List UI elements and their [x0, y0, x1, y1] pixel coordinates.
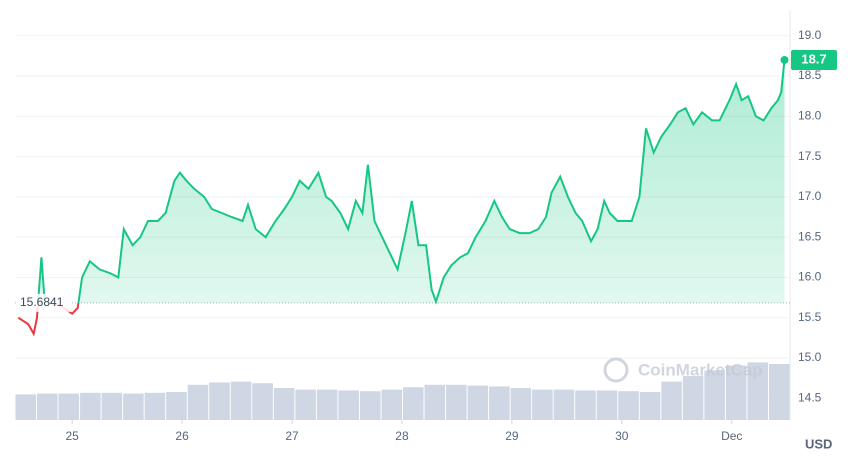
- volume-bar: [575, 390, 596, 420]
- x-tick-label: Dec: [721, 429, 742, 443]
- volume-bar: [747, 362, 768, 420]
- y-tick-label: 19.0: [798, 28, 822, 42]
- price-badge: [791, 49, 837, 70]
- reference-label-bg: [17, 293, 71, 312]
- volume-bar: [37, 393, 58, 420]
- y-tick-label: 14.5: [798, 390, 822, 404]
- volume-bar: [661, 381, 682, 420]
- volume-bar: [596, 390, 618, 420]
- volume-bar: [166, 392, 187, 420]
- volume-bar: [489, 386, 510, 420]
- y-tick-label: 18.5: [798, 68, 822, 82]
- volume-bar: [381, 389, 402, 420]
- volume-bar: [704, 370, 725, 420]
- volume-bar: [510, 388, 532, 420]
- y-tick-label: 18.0: [798, 108, 822, 122]
- volume-bar: [144, 392, 166, 420]
- y-tick-label: 15.5: [798, 310, 822, 324]
- price-line: [37, 59, 786, 303]
- x-tick-label: 27: [285, 429, 299, 443]
- volume-bar: [618, 391, 639, 420]
- volume-bar: [187, 384, 209, 420]
- volume-bar: [725, 365, 747, 420]
- volume-bar: [424, 384, 446, 420]
- volume-bar: [295, 389, 316, 420]
- volume-bar: [553, 389, 575, 420]
- volume-bar: [338, 390, 359, 420]
- y-tick-label: 15.0: [798, 350, 822, 364]
- volume-bar: [123, 393, 144, 420]
- y-tick-label: 17.0: [798, 189, 822, 203]
- reference-label: 15.6841: [20, 295, 64, 309]
- watermark-logo: [603, 357, 629, 383]
- volume-bar: [467, 385, 489, 420]
- y-tick-label: 16.0: [798, 270, 822, 284]
- volume-bar: [403, 387, 424, 420]
- volume-bar: [101, 392, 123, 420]
- volume-bar: [446, 384, 467, 420]
- volume-bar: [58, 393, 80, 420]
- y-tick-label: 17.5: [798, 149, 822, 163]
- watermark: CoinMarketCap: [638, 360, 763, 379]
- volume-bar: [359, 391, 381, 420]
- x-tick-label: 30: [615, 429, 629, 443]
- volume-bar: [532, 389, 553, 420]
- currency-label: USD: [805, 436, 832, 451]
- area: [38, 59, 785, 303]
- volume-bar: [230, 381, 252, 420]
- volume-bar: [15, 394, 37, 420]
- x-tick-label: 25: [65, 429, 79, 443]
- last-point: [780, 55, 789, 64]
- volume-bar: [209, 382, 230, 420]
- price-badge-label: 18.7: [801, 51, 826, 66]
- y-tick-label: 16.5: [798, 229, 822, 243]
- volume-bar: [273, 388, 295, 420]
- volume-bar: [316, 389, 338, 420]
- x-tick-label: 26: [175, 429, 189, 443]
- x-tick-label: 28: [395, 429, 409, 443]
- volume-bar: [80, 392, 101, 420]
- volume-bar: [252, 383, 273, 420]
- volume-bar: [639, 392, 661, 420]
- x-tick-label: 29: [505, 429, 519, 443]
- volume-bar: [682, 376, 704, 420]
- volume-bar: [768, 364, 790, 420]
